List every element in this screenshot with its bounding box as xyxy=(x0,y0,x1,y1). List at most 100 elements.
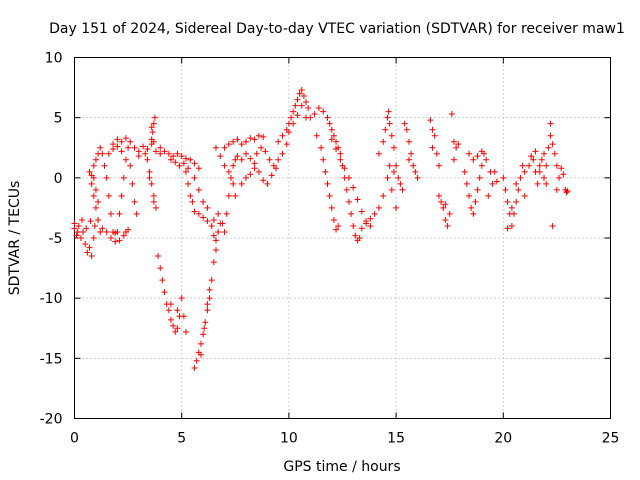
y-tick-label: 0 xyxy=(54,171,63,187)
data-point xyxy=(99,150,106,157)
data-point xyxy=(255,168,262,175)
data-point xyxy=(405,138,412,145)
data-point xyxy=(511,210,518,217)
data-point xyxy=(101,162,108,169)
data-point xyxy=(380,138,387,145)
data-point xyxy=(350,222,357,229)
data-point xyxy=(243,150,250,157)
data-point xyxy=(470,156,477,163)
data-point xyxy=(438,198,445,205)
data-point xyxy=(120,232,127,239)
data-point xyxy=(455,141,462,148)
data-point xyxy=(258,144,265,151)
data-point xyxy=(152,204,159,211)
data-point xyxy=(90,235,97,241)
data-point xyxy=(435,192,442,199)
data-point xyxy=(200,331,207,338)
data-point xyxy=(352,232,359,239)
data-point xyxy=(294,96,301,103)
data-point xyxy=(345,174,352,181)
data-point xyxy=(204,218,211,225)
data-point xyxy=(219,220,226,227)
data-point xyxy=(185,165,192,172)
data-point xyxy=(408,150,415,157)
data-point xyxy=(553,186,560,193)
data-point xyxy=(149,129,156,136)
data-point xyxy=(172,328,179,335)
data-point xyxy=(341,165,348,172)
data-point xyxy=(221,228,228,235)
data-point xyxy=(330,132,337,139)
data-point xyxy=(279,132,286,139)
data-point xyxy=(88,172,95,179)
data-point xyxy=(513,180,520,187)
data-point xyxy=(431,132,438,139)
data-point xyxy=(386,162,393,169)
data-point xyxy=(189,198,196,205)
data-point xyxy=(375,150,382,157)
data-point xyxy=(298,86,305,93)
data-point xyxy=(476,174,483,181)
data-point xyxy=(86,168,93,175)
data-point xyxy=(238,180,245,187)
data-point xyxy=(508,204,515,211)
data-point xyxy=(442,201,449,208)
data-point xyxy=(148,124,155,131)
data-point xyxy=(116,237,123,244)
data-point xyxy=(393,204,400,211)
data-point xyxy=(97,228,104,235)
data-point xyxy=(328,136,335,143)
data-point xyxy=(238,156,245,163)
data-point xyxy=(530,156,537,163)
data-point xyxy=(427,117,434,124)
data-point xyxy=(118,148,125,155)
data-point xyxy=(444,222,451,229)
data-point xyxy=(412,168,419,175)
data-point xyxy=(225,168,232,175)
plot-frame xyxy=(74,57,611,419)
data-point xyxy=(547,132,554,139)
data-point xyxy=(401,120,408,127)
data-point xyxy=(318,144,325,151)
data-point xyxy=(545,144,552,151)
data-point xyxy=(393,162,400,169)
data-point xyxy=(468,204,475,211)
data-point xyxy=(114,228,121,235)
data-point xyxy=(187,192,194,199)
data-point xyxy=(178,295,185,302)
data-point xyxy=(285,129,292,136)
data-point xyxy=(491,168,498,175)
data-point xyxy=(450,156,457,163)
data-point xyxy=(161,148,168,155)
data-point xyxy=(159,277,166,284)
data-point xyxy=(180,313,187,320)
data-point xyxy=(114,136,121,143)
data-point xyxy=(165,307,172,314)
data-point xyxy=(174,325,181,332)
data-point xyxy=(553,162,560,169)
data-point xyxy=(388,132,395,139)
y-axis-label: SDTVAR / TECUs xyxy=(7,181,23,296)
data-point xyxy=(75,222,82,229)
data-point xyxy=(221,162,228,169)
data-point xyxy=(517,174,524,181)
data-point xyxy=(187,156,194,163)
data-point xyxy=(264,180,271,187)
data-point xyxy=(150,192,157,199)
data-point xyxy=(217,153,224,160)
data-point xyxy=(247,135,254,142)
data-point xyxy=(543,180,550,187)
data-point xyxy=(90,162,97,169)
data-point xyxy=(453,144,460,151)
data-point xyxy=(255,132,262,139)
data-point xyxy=(232,156,239,163)
data-point xyxy=(442,216,449,223)
data-point xyxy=(307,114,314,121)
data-point xyxy=(230,138,237,145)
data-point xyxy=(210,232,217,239)
data-point xyxy=(380,192,387,199)
data-point xyxy=(397,180,404,187)
data-point xyxy=(167,301,174,308)
data-point xyxy=(358,208,365,215)
data-point xyxy=(549,222,556,229)
